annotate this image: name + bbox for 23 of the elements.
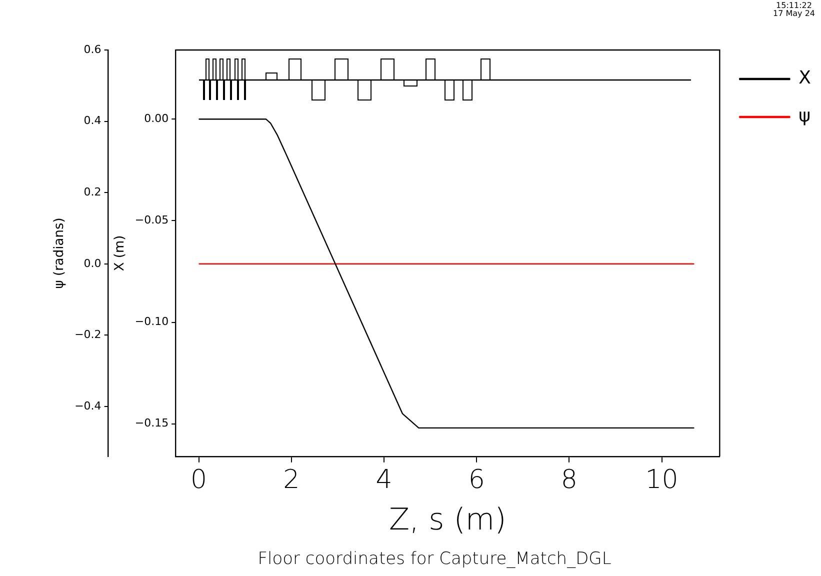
y-tick-label: −0.15 <box>134 416 169 430</box>
y2-tick-label: −0.2 <box>74 328 102 342</box>
y-tick-label: −0.10 <box>134 315 169 328</box>
legend-label: ψ <box>798 106 811 127</box>
x-tick-label: 10 <box>645 464 678 495</box>
y2-tick-label: 0.6 <box>84 42 102 56</box>
y2-tick-label: 0.4 <box>84 114 102 128</box>
y2-axis-title: ψ (radians) <box>52 218 68 289</box>
legend-label: X <box>798 68 812 89</box>
text: Floor coordinates for Capture_Match_DGL <box>258 549 612 570</box>
x-tick-label: 2 <box>283 464 300 495</box>
y2-tick-label: 0.2 <box>84 185 102 198</box>
x-tick-label: 0 <box>190 464 208 495</box>
y2-tick-label: 0.0 <box>84 256 102 270</box>
text: 15:11:22 17 May 24 <box>773 1 815 18</box>
x-tick-label: 4 <box>376 464 392 495</box>
x-tick-label: 6 <box>468 464 485 495</box>
y2-tick-label: −0.4 <box>74 399 102 412</box>
x-axis-title: Z, s (m) <box>388 502 506 538</box>
y-tick-label: −0.05 <box>134 214 169 227</box>
y-tick-label: 0.00 <box>144 112 169 125</box>
x-tick-label: 8 <box>560 464 578 495</box>
y-axis-title: X (m) <box>112 235 128 272</box>
